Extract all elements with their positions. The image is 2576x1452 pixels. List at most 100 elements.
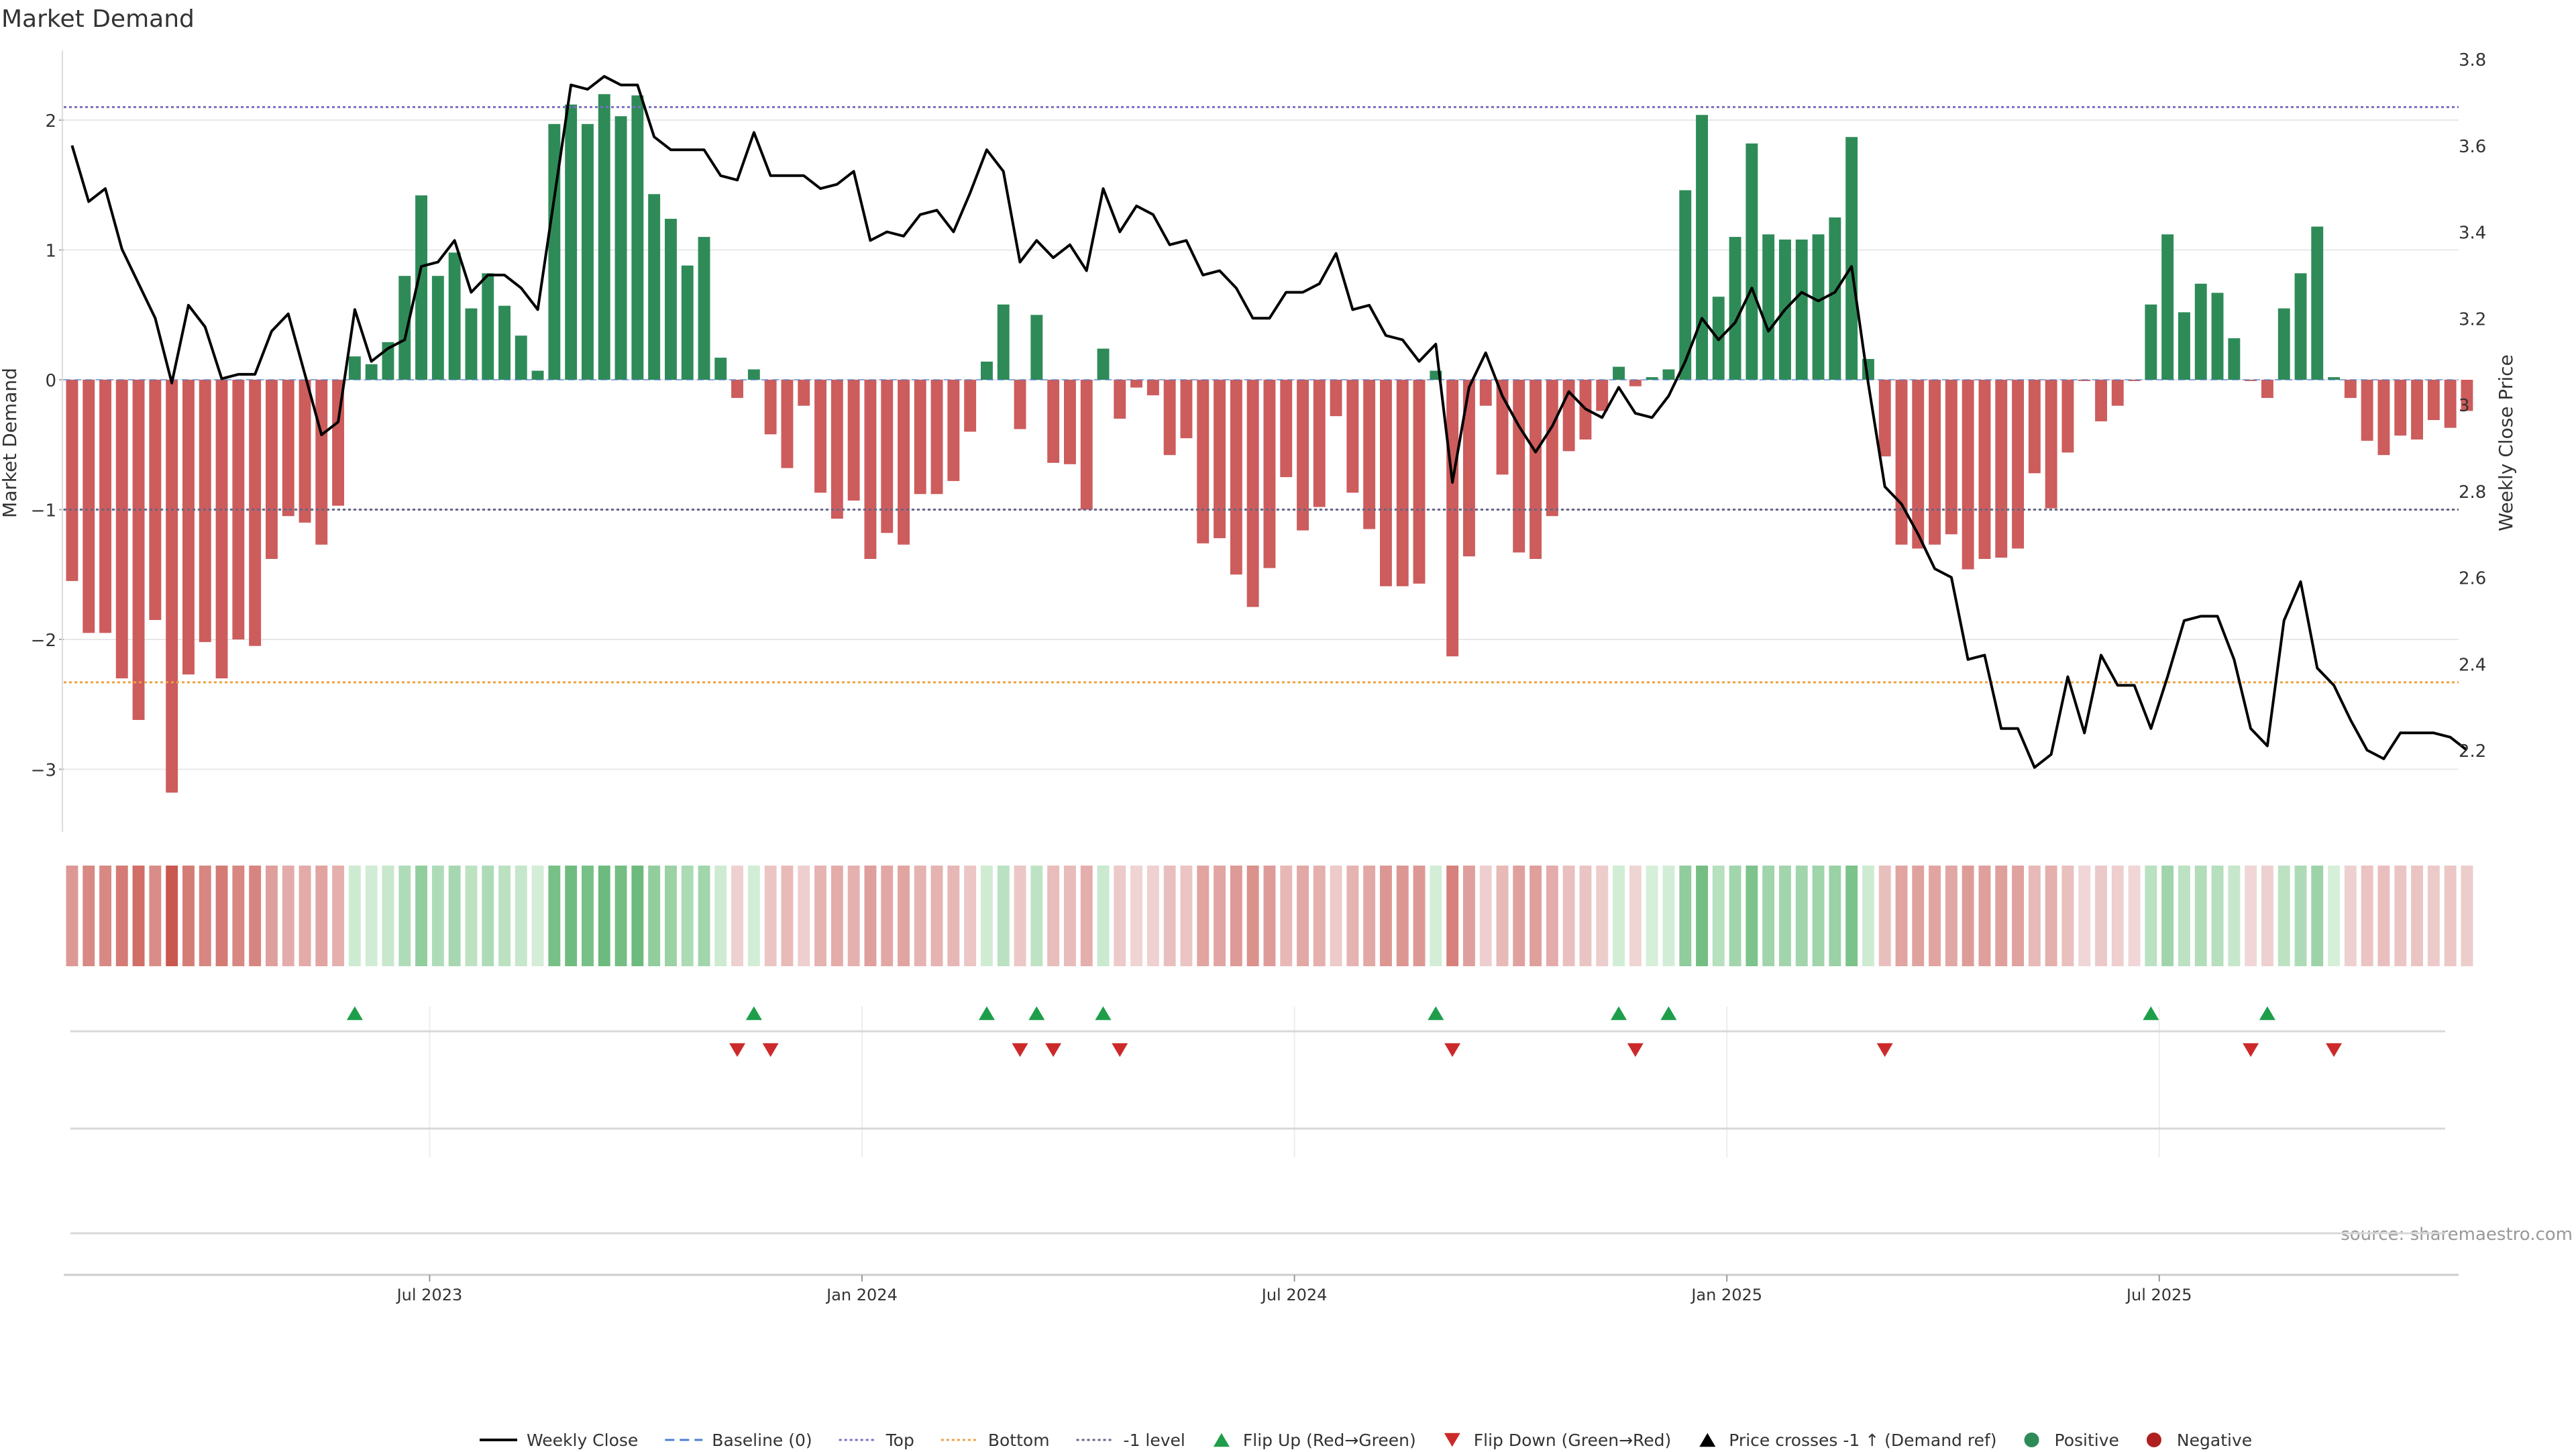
heat-cell	[548, 866, 561, 966]
demand-bar	[1463, 380, 1475, 557]
y-tick-label-left: −3	[31, 761, 56, 781]
heat-cell	[2245, 866, 2257, 966]
heat-cell	[83, 866, 95, 966]
demand-bar	[1662, 369, 1675, 380]
flip-up-marker	[2143, 1006, 2159, 1021]
heat-cell	[1945, 866, 1957, 966]
heat-cell	[2128, 866, 2141, 966]
heat-cell	[764, 866, 777, 966]
heat-cell	[2294, 866, 2307, 966]
heat-cell	[930, 866, 943, 966]
demand-bar	[1263, 380, 1276, 568]
demand-bar	[2328, 377, 2340, 380]
flip-down-marker	[729, 1043, 746, 1057]
demand-bar	[1114, 380, 1126, 419]
heat-cell	[1197, 866, 1210, 966]
x-tick-label: Jul 2025	[2125, 1286, 2192, 1304]
flip-up-marker	[1095, 1006, 1112, 1021]
demand-bar	[2045, 380, 2057, 509]
demand-bar	[1163, 380, 1176, 456]
demand-bar	[947, 380, 960, 481]
heat-cell	[249, 866, 262, 966]
heat-cell	[1995, 866, 2008, 966]
demand-bar	[1529, 380, 1542, 559]
demand-bar	[2211, 293, 2224, 380]
x-tick-label: Jan 2025	[1690, 1286, 1762, 1304]
heat-cell	[99, 866, 111, 966]
flip-down-marker	[1876, 1043, 1893, 1057]
demand-bar	[981, 361, 993, 380]
legend-label: Weekly Close	[527, 1431, 638, 1449]
heat-cell	[582, 866, 594, 966]
heat-cell	[115, 866, 128, 966]
heat-cell	[215, 866, 228, 966]
heat-cell	[614, 866, 627, 966]
demand-bar	[1696, 115, 1708, 380]
demand-bar	[1845, 137, 1858, 380]
heat-cell	[1130, 866, 1142, 966]
demand-bars	[66, 94, 2473, 793]
heat-cell	[1396, 866, 1409, 966]
heat-cell	[2361, 866, 2373, 966]
demand-bar	[2461, 380, 2473, 411]
heat-cell	[149, 866, 162, 966]
y-tick-label-right: 2.8	[2459, 482, 2486, 503]
legend-item: Price crosses -1 ↑ (Demand ref)	[1699, 1431, 1997, 1450]
legend-item: Baseline (0)	[665, 1431, 812, 1450]
heat-cell	[1446, 866, 1459, 966]
demand-bar	[930, 380, 943, 495]
demand-bar	[2145, 304, 2157, 380]
flip-down-marker	[762, 1043, 779, 1057]
heat-cell	[2178, 866, 2190, 966]
heat-cell	[382, 866, 394, 966]
heat-cell	[1878, 866, 1891, 966]
demand-bar	[1795, 240, 1808, 380]
heat-cell	[2277, 866, 2290, 966]
heat-cell	[182, 866, 195, 966]
flip-up-marker	[1428, 1006, 1444, 1021]
y-tick-label-right: 3.4	[2459, 223, 2486, 244]
heat-cell	[864, 866, 877, 966]
demand-bar	[698, 237, 710, 380]
demand-bar	[398, 276, 411, 380]
heat-cell	[1613, 866, 1625, 966]
legend-swatch	[2146, 1433, 2161, 1447]
x-tick-label: Jan 2024	[825, 1286, 898, 1304]
demand-bar	[1180, 380, 1193, 439]
heat-cell	[1430, 866, 1442, 966]
demand-bar	[1646, 377, 1658, 380]
heat-cell	[847, 866, 860, 966]
demand-bar	[166, 380, 178, 793]
heat-cell	[1463, 866, 1475, 966]
demand-bar	[2061, 380, 2074, 453]
demand-bar	[332, 380, 344, 506]
heat-cell	[2194, 866, 2207, 966]
heat-cell	[798, 866, 810, 966]
flip-up-marker	[1660, 1006, 1677, 1021]
heat-cell	[2111, 866, 2124, 966]
demand-bar	[1197, 380, 1210, 543]
heat-cell	[1513, 866, 1525, 966]
demand-bar	[1280, 380, 1293, 478]
demand-bar	[348, 356, 361, 380]
demand-bar	[2311, 226, 2324, 380]
source-credit: source: sharemaestro.com	[2341, 1225, 2573, 1245]
demand-bar	[1413, 380, 1426, 584]
heat-cell	[266, 866, 278, 966]
flip-markers	[346, 1006, 2343, 1057]
heat-cell	[1779, 866, 1791, 966]
demand-bar	[2161, 234, 2174, 380]
legend-item: Weekly Close	[480, 1431, 638, 1450]
demand-bar	[66, 380, 78, 581]
demand-bar	[232, 380, 245, 639]
heat-cell	[997, 866, 1010, 966]
flip-up-marker	[2259, 1006, 2275, 1021]
heat-cell	[1313, 866, 1326, 966]
legend-swatch	[1699, 1433, 1716, 1447]
heat-cell	[830, 866, 843, 966]
demand-bar	[565, 104, 578, 380]
heat-cell	[698, 866, 710, 966]
demand-bar	[614, 116, 627, 380]
demand-bar	[1513, 380, 1525, 553]
demand-bar	[415, 195, 427, 380]
